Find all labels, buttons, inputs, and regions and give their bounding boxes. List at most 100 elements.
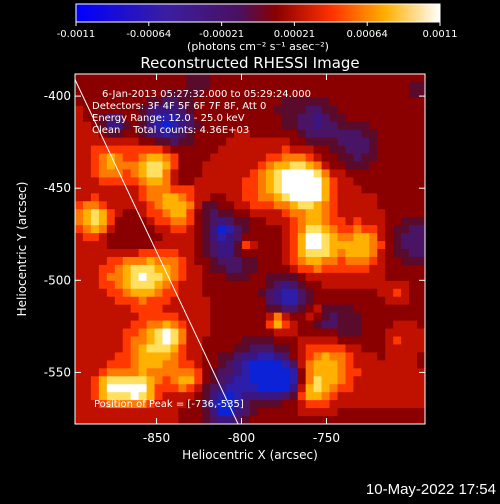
heatmap-cell [409, 185, 418, 194]
heatmap-cell [273, 296, 283, 306]
heatmap-cell [106, 272, 116, 282]
heatmap-cell [146, 161, 156, 170]
heatmap-cell [417, 113, 425, 123]
heatmap-cell [409, 201, 418, 210]
heatmap-cell [242, 97, 251, 107]
heatmap-cell [186, 97, 195, 107]
heatmap-cell [98, 296, 108, 306]
heatmap-cell [154, 304, 163, 314]
heatmap-cell [250, 288, 259, 298]
heatmap-cell [202, 201, 211, 210]
heatmap-cell [82, 169, 92, 178]
heatmap-cell [178, 280, 187, 290]
heatmap-cell [313, 272, 323, 282]
heatmap-cell [401, 249, 410, 258]
heatmap-cell [82, 400, 92, 409]
heatmap-cell [130, 280, 140, 290]
heatmap-cell [170, 169, 179, 178]
heatmap-cell [321, 376, 331, 385]
heatmap-cell [337, 137, 346, 147]
heatmap-cell [281, 416, 291, 424]
heatmap-cell [210, 360, 219, 369]
heatmap-cell [138, 97, 148, 107]
heatmap-cell [154, 288, 163, 298]
heatmap-cell [186, 193, 195, 202]
heatmap-cell [305, 201, 315, 210]
peak-label: Position of Peak = [-736,-535] [94, 399, 244, 410]
heatmap-cell [393, 209, 402, 218]
heatmap-cell [289, 368, 299, 377]
heatmap-cell [250, 256, 259, 266]
heatmap-cell [337, 81, 346, 91]
heatmap-cell [250, 344, 259, 353]
heatmap-cell [138, 241, 148, 250]
heatmap-cell [122, 416, 132, 424]
heatmap-cell [353, 153, 362, 162]
heatmap-cell [361, 296, 370, 306]
heatmap-cell [114, 177, 124, 186]
heatmap-cell [369, 193, 378, 202]
heatmap-cell [393, 400, 402, 409]
heatmap-cell [130, 384, 140, 393]
heatmap-cell [377, 376, 386, 385]
heatmap-cell [186, 225, 195, 234]
heatmap-cell [281, 81, 291, 91]
heatmap-cell [194, 344, 203, 353]
heatmap-cell [90, 217, 100, 226]
heatmap-cell [146, 145, 156, 155]
heatmap-cell [106, 169, 116, 178]
heatmap-cell [90, 193, 100, 202]
heatmap-cell [289, 185, 299, 194]
heatmap-cell [297, 328, 307, 337]
heatmap-cell [377, 304, 386, 314]
heatmap-cell [218, 105, 227, 115]
heatmap-cell [210, 288, 219, 298]
heatmap-cell [186, 129, 195, 139]
heatmap-cell [90, 81, 100, 91]
heatmap-cell [385, 320, 394, 330]
heatmap-cell [401, 81, 410, 91]
heatmap-cell [154, 256, 163, 266]
heatmap-cell [393, 392, 402, 401]
heatmap-cell [186, 113, 195, 123]
heatmap-cell [369, 201, 378, 210]
heatmap-cell [305, 304, 315, 314]
heatmap-cell [250, 74, 259, 83]
heatmap-cell [162, 113, 171, 123]
heatmap-cell [154, 344, 163, 353]
heatmap-cell [90, 264, 100, 274]
heatmap-cell [90, 328, 100, 337]
heatmap-cell [297, 121, 307, 131]
heatmap-cell [210, 185, 219, 194]
heatmap-cell [162, 201, 171, 210]
heatmap-cell [329, 408, 338, 417]
heatmap-cell [226, 249, 235, 258]
heatmap-cell [385, 209, 394, 218]
heatmap-cell [257, 416, 267, 424]
heatmap-cell [345, 249, 354, 258]
heatmap-cell [146, 400, 156, 409]
heatmap-cell [305, 105, 315, 115]
heatmap-cell [289, 336, 299, 345]
heatmap-cell [369, 145, 378, 155]
heatmap-cell [210, 304, 219, 314]
heatmap-cell [353, 249, 362, 258]
heatmap-cell [257, 193, 267, 202]
heatmap-cell [218, 97, 227, 107]
heatmap-cell [146, 177, 156, 186]
heatmap-cell [242, 328, 251, 337]
heatmap-cell [98, 81, 108, 91]
heatmap-cell [369, 280, 378, 290]
heatmap-cell [130, 129, 140, 139]
heatmap-cell [90, 296, 100, 306]
heatmap-cell [98, 217, 108, 226]
heatmap-cell [353, 272, 362, 282]
heatmap-cell [313, 185, 323, 194]
heatmap-cell [98, 105, 108, 115]
heatmap-cell [210, 201, 219, 210]
heatmap-cell [321, 344, 331, 353]
heatmap-cell [305, 153, 315, 162]
heatmap-cell [353, 137, 362, 147]
heatmap-cell [242, 105, 251, 115]
heatmap-cell [273, 209, 283, 218]
